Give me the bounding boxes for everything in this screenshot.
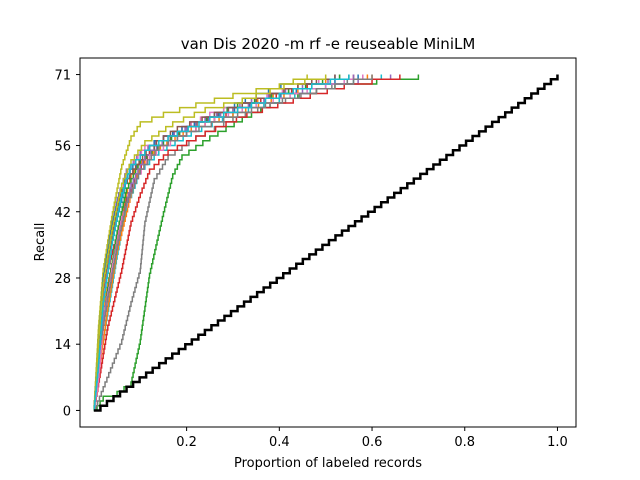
y-tick-label: 71 [54, 69, 71, 84]
x-tick-label: 0.4 [269, 435, 290, 450]
y-tick-label: 28 [54, 272, 71, 287]
x-axis-label: Proportion of labeled records [234, 456, 422, 471]
y-axis: 0 14 28 42 56 71 [54, 69, 80, 419]
baseline-layer [93, 74, 559, 412]
random-baseline-curve [93, 74, 559, 412]
recall-curve-19 [93, 74, 327, 412]
chart-title: van Dis 2020 -m rf -e reuseable MiniLM [181, 35, 476, 53]
y-tick-label: 14 [54, 338, 71, 353]
recall-curve-3 [93, 74, 420, 412]
y-axis-label: Recall [33, 223, 48, 262]
y-tick-label: 56 [54, 140, 71, 155]
y-tick-label: 0 [63, 404, 71, 419]
recall-curve-14 [93, 74, 401, 412]
x-tick-label: 0.8 [454, 435, 475, 450]
y-tick-label: 42 [54, 206, 71, 221]
series-layer [93, 74, 420, 412]
x-tick-label: 1.0 [547, 435, 568, 450]
x-tick-label: 0.2 [176, 435, 197, 450]
x-axis: 0.2 0.4 0.6 0.8 1.0 [176, 427, 568, 450]
x-tick-label: 0.6 [362, 435, 383, 450]
plot-frame [79, 57, 577, 428]
recall-curve-20 [93, 74, 350, 412]
